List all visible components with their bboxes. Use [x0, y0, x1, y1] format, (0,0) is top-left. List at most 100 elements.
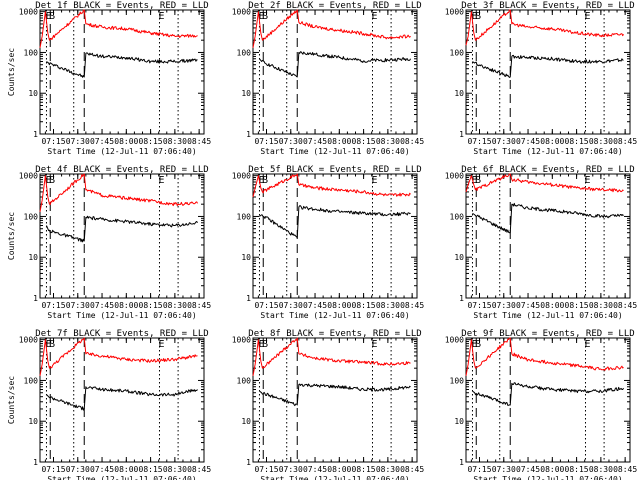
- series-line-lld: [39, 173, 198, 212]
- x-tick-label: 08:30: [163, 465, 187, 474]
- x-tick-label: 07:45: [516, 301, 540, 310]
- y-tick-label: 1000: [232, 8, 251, 17]
- marker-label: S: [49, 11, 55, 22]
- x-axis-label: Start Time (12-Jul-11 07:06:40): [260, 475, 409, 480]
- marker-label: E: [471, 175, 477, 186]
- y-tick-label: 10: [241, 417, 251, 426]
- x-tick-label: 07:45: [90, 465, 114, 474]
- marker-label: E: [158, 339, 164, 350]
- x-tick-label: 08:45: [613, 465, 637, 474]
- x-axis-label: Start Time (12-Jul-11 07:06:40): [473, 311, 622, 320]
- x-tick-label: 07:45: [303, 465, 327, 474]
- plot-frame: [39, 337, 205, 463]
- y-tick-label: 1000: [19, 172, 38, 181]
- series-line-events: [259, 51, 411, 78]
- y-tick-label: 100: [24, 212, 39, 221]
- y-tick-label: 1: [33, 294, 38, 303]
- y-tick-label: 1: [459, 458, 464, 467]
- y-tick-label: 1000: [232, 336, 251, 345]
- x-tick-label: 07:30: [279, 137, 303, 146]
- marker-label: E: [258, 175, 264, 186]
- plot-frame: [465, 9, 631, 135]
- x-tick-label: 08:45: [187, 465, 211, 474]
- x-axis-label: Start Time (12-Jul-11 07:06:40): [47, 147, 196, 156]
- y-tick-label: 1: [33, 458, 38, 467]
- x-tick-label: 07:15: [254, 137, 278, 146]
- x-tick-label: 07:15: [254, 301, 278, 310]
- x-tick-label: 07:45: [303, 137, 327, 146]
- y-tick-label: 10: [241, 89, 251, 98]
- y-tick-label: 100: [24, 376, 39, 385]
- x-tick-label: 08:15: [352, 137, 376, 146]
- x-tick-label: 07:30: [66, 301, 90, 310]
- x-axis-label: Start Time (12-Jul-11 07:06:40): [473, 147, 622, 156]
- y-tick-label: 100: [237, 376, 252, 385]
- y-tick-label: 1: [33, 130, 38, 139]
- y-tick-label: 10: [454, 253, 464, 262]
- y-tick-label: 10: [454, 417, 464, 426]
- y-tick-label: 1000: [445, 172, 464, 181]
- x-tick-label: 07:30: [66, 137, 90, 146]
- x-tick-label: 08:15: [139, 137, 163, 146]
- y-tick-label: 1: [246, 294, 251, 303]
- series-line-lld: [39, 9, 198, 48]
- marker-label: E: [371, 175, 377, 186]
- chart-panel: Det 6f BLACK = Events, RED = LLD 07:15 07:…: [445, 165, 638, 320]
- marker-label: E: [45, 11, 51, 22]
- x-tick-label: 07:45: [90, 137, 114, 146]
- marker-label: S: [475, 339, 481, 350]
- y-tick-label: 1000: [445, 8, 464, 17]
- marker-label: E: [45, 175, 51, 186]
- plot-frame: [465, 173, 631, 299]
- series-line-lld: [465, 173, 624, 193]
- x-axis-label: Start Time (12-Jul-11 07:06:40): [260, 311, 409, 320]
- x-tick-label: 08:30: [376, 301, 400, 310]
- x-tick-label: 08:30: [589, 465, 613, 474]
- chart-title: Det 7f BLACK = Events, RED = LLD: [35, 329, 208, 339]
- marker-label: E: [584, 11, 590, 22]
- chart-title: Det 6f BLACK = Events, RED = LLD: [461, 165, 634, 175]
- series-line-events: [46, 386, 198, 411]
- x-axis-label: Start Time (12-Jul-11 07:06:40): [260, 147, 409, 156]
- marker-label: S: [262, 11, 268, 22]
- chart-panel: Det 7f BLACK = Events, RED = LLD 07:15 07:…: [7, 329, 211, 480]
- x-tick-label: 07:30: [492, 137, 516, 146]
- y-tick-label: 100: [237, 48, 252, 57]
- marker-label: S: [262, 175, 268, 186]
- marker-label: E: [371, 11, 377, 22]
- x-tick-label: 08:15: [565, 137, 589, 146]
- marker-label: S: [475, 11, 481, 22]
- marker-label: E: [258, 339, 264, 350]
- x-tick-label: 07:45: [303, 301, 327, 310]
- series-line-lld: [465, 9, 624, 46]
- x-tick-label: 07:30: [492, 465, 516, 474]
- chart-title: Det 8f BLACK = Events, RED = LLD: [248, 329, 421, 339]
- x-tick-label: 07:15: [41, 465, 65, 474]
- plot-frame: [252, 337, 418, 463]
- y-tick-label: 10: [28, 253, 38, 262]
- x-tick-label: 07:15: [467, 301, 491, 310]
- x-tick-label: 07:15: [254, 465, 278, 474]
- y-tick-label: 1000: [19, 8, 38, 17]
- marker-label: S: [262, 339, 268, 350]
- chart-title: Det 9f BLACK = Events, RED = LLD: [461, 329, 634, 339]
- chart-title: Det 1f BLACK = Events, RED = LLD: [35, 1, 208, 11]
- marker-label: E: [45, 339, 51, 350]
- chart-panel: Det 8f BLACK = Events, RED = LLD 07:15 07:…: [232, 329, 425, 480]
- x-tick-label: 08:15: [565, 301, 589, 310]
- x-tick-label: 08:00: [540, 301, 564, 310]
- x-tick-label: 08:45: [400, 301, 424, 310]
- plot-frame: [465, 337, 631, 463]
- series-line-lld: [39, 337, 198, 376]
- x-tick-label: 08:45: [613, 137, 637, 146]
- chart-title: Det 4f BLACK = Events, RED = LLD: [35, 165, 208, 175]
- y-tick-label: 1000: [445, 336, 464, 345]
- x-tick-label: 08:00: [327, 465, 351, 474]
- marker-label: E: [584, 339, 590, 350]
